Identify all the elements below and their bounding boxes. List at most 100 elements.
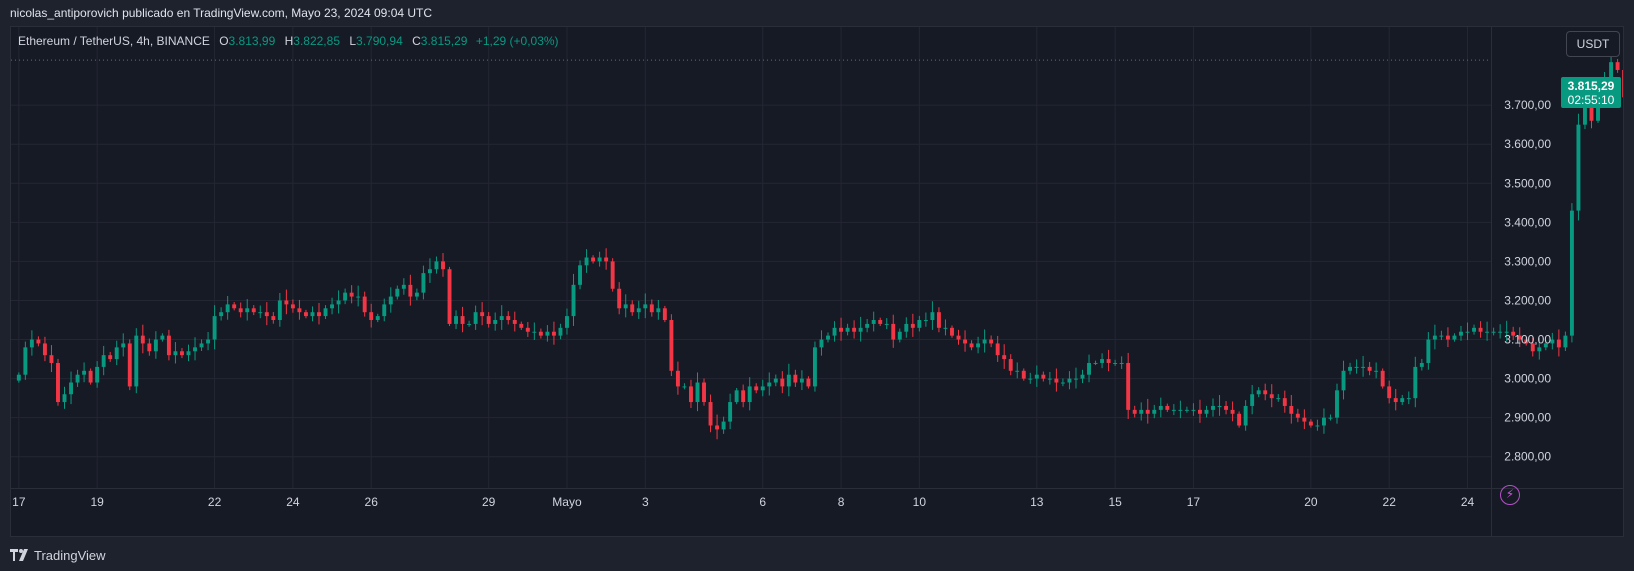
candle-body [917,320,922,328]
candle-body [845,327,850,332]
candle-body [114,347,119,360]
candle-body [166,335,171,356]
low-value: 3.790,94 [356,34,403,48]
lightning-bolt-icon[interactable]: ⚡ [1500,485,1520,505]
tradingview-logo-icon [10,549,28,561]
candle-body [1406,398,1411,400]
high-label: H [284,34,294,48]
candle-body [1152,409,1157,414]
candle-body [408,284,413,297]
price-tick-label: 3.400,00 [1504,215,1551,229]
candle-body [578,265,582,285]
candle-body [734,390,739,403]
price-tick-label: 2.800,00 [1504,450,1551,464]
price-tick-label: 2.900,00 [1504,411,1551,425]
candle-body [1400,398,1405,403]
candle-body [1321,417,1326,426]
candle-body [591,257,596,262]
candle-body [1517,335,1522,340]
candle-body [277,300,282,321]
candle-body [75,374,80,383]
candle-body [1302,417,1307,422]
candle-body [1093,362,1098,364]
candle-body [1563,335,1568,348]
candle-body [963,339,967,344]
candle-body [330,304,335,309]
candle-body [1289,405,1294,414]
candle-body [1224,405,1229,410]
candle-body [1269,394,1274,399]
candle-body [636,308,641,313]
price-tick-label: 3.500,00 [1504,176,1551,190]
candle-body [388,296,393,305]
candle-body [362,296,367,313]
candle-body [1465,331,1470,333]
symbol-name[interactable]: Ethereum / TetherUS, 4h, BINANCE [18,34,210,48]
candle-body [538,331,543,336]
open-value: 3.813,99 [228,34,276,48]
candle-body [1524,339,1529,344]
currency-button[interactable]: USDT [1566,31,1620,57]
low-label: L [349,34,357,48]
candle-body [454,316,459,324]
candle-body [571,284,576,317]
candle-body [1556,339,1561,348]
candle-body [1459,331,1463,336]
time-tick-label: 24 [286,495,300,509]
candle-body [812,347,817,387]
candle-body [532,331,537,333]
candle-body [1472,327,1476,332]
candle-body [675,370,680,387]
candle-body [1432,335,1437,340]
time-tick-label: 20 [1304,495,1318,509]
candle-body [1060,382,1065,384]
time-tick-label: Mayo [552,495,582,509]
candle-body [323,308,328,317]
candle-body [878,320,883,324]
candle-body [545,331,550,336]
candle-body [1315,425,1320,427]
candle-body [121,343,126,348]
price-tick-label: 3.600,00 [1504,137,1551,151]
candle-body [1413,366,1418,399]
candle-body [16,374,21,381]
candle-body [206,339,211,344]
candle-body [1282,398,1287,406]
candle-body [976,343,981,348]
candle-body [1178,409,1183,411]
candle-body [1054,378,1059,383]
candle-body [1478,327,1483,332]
candle-body [127,343,132,387]
candle-body [656,308,661,313]
candle-body [1511,331,1516,336]
candle-body [904,323,909,332]
candle-body [597,257,602,262]
candle-body [447,269,452,324]
candle-body [108,355,113,360]
candle-body [1348,366,1353,371]
candle-body [558,327,563,336]
candle-body [180,351,184,356]
candle-body [969,343,974,348]
symbol-legend: Ethereum / TetherUS, 4h, BINANCE O3.813,… [18,34,559,48]
candle-body [1452,335,1457,340]
candle-body [721,421,726,430]
candle-body [303,312,308,317]
open-label: O [219,34,229,48]
publisher-line: nicolas_antiporovich publicado en Tradin… [0,0,1634,26]
time-tick-label: 19 [90,495,104,509]
candle-body [610,261,615,289]
candle-body [1491,331,1496,333]
footer-brand: TradingView [34,547,106,563]
candle-body [434,261,439,270]
candle-body [62,394,67,403]
candlestick-chart[interactable]: 2.800,00 2.900,00 3.000,00 3.100,00 3.200,00… [11,27,1623,536]
candle-body [225,304,230,313]
candle-body [891,323,896,340]
candle-body [512,320,517,324]
candle-body [1374,370,1379,372]
candle-body [42,343,47,356]
candle-body [865,323,870,328]
price-tick-label: 3.100,00 [1504,333,1551,347]
chart-pane[interactable]: 2.800,00 2.900,00 3.000,00 3.100,00 3.200,00… [10,26,1624,537]
